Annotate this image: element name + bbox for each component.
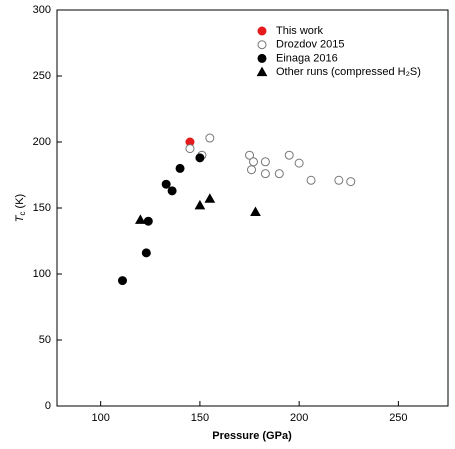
data-point (167, 186, 177, 196)
data-point (260, 169, 270, 179)
y-tick-label: 0 (45, 400, 51, 412)
data-point (334, 175, 344, 185)
data-point (175, 163, 185, 173)
data-point (135, 214, 146, 224)
x-tick-label: 150 (191, 412, 209, 424)
legend-label: Other runs (compressed H₂S) (276, 66, 421, 78)
data-point (260, 157, 270, 167)
legend-label: Einaga 2016 (276, 52, 338, 64)
legend-label: This work (276, 25, 324, 37)
data-point (306, 175, 316, 185)
data-point (284, 150, 294, 160)
data-point (294, 158, 304, 168)
y-tick-label: 50 (39, 334, 51, 346)
data-point (346, 177, 356, 187)
data-point (274, 169, 284, 179)
y-label-subscript: c (18, 211, 27, 215)
y-label-symbol: T (14, 214, 26, 222)
data-point (195, 153, 205, 163)
data-point (143, 216, 153, 226)
x-tick-label: 100 (91, 412, 109, 424)
data-point (245, 150, 255, 160)
y-label-unit: (K) (14, 194, 26, 209)
data-point (250, 206, 261, 216)
data-point (247, 165, 257, 175)
x-axis-label: Pressure (GPa) (212, 430, 292, 442)
legend-marker (257, 53, 267, 63)
y-tick-label: 150 (33, 202, 51, 214)
data-point (204, 193, 216, 203)
legend-marker (257, 40, 267, 50)
data-point (205, 133, 215, 143)
data-point (194, 199, 206, 210)
x-tick-label: 250 (389, 412, 407, 424)
data-point (185, 144, 195, 154)
legend-label: Drozdov 2015 (276, 39, 345, 51)
y-tick-label: 200 (33, 136, 51, 148)
x-tick-label: 200 (290, 412, 308, 424)
y-tick-label: 300 (33, 4, 51, 16)
legend-marker (256, 66, 268, 77)
y-tick-label: 250 (33, 70, 51, 82)
data-point (141, 248, 151, 258)
data-point (248, 157, 258, 167)
legend-marker (257, 26, 267, 36)
y-tick-label: 100 (33, 268, 51, 280)
data-point (117, 276, 127, 286)
y-axis-label: Tc (K) (14, 194, 27, 222)
data-point (161, 179, 171, 189)
